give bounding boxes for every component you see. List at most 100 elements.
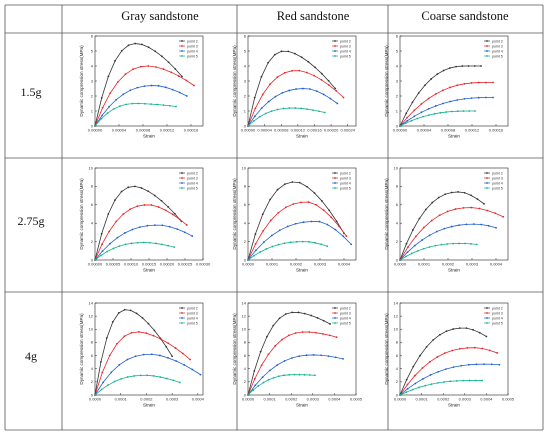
legend-entry: point 2 bbox=[340, 306, 351, 310]
y-tick-label: 0 bbox=[91, 392, 94, 397]
data-point bbox=[278, 317, 281, 320]
data-point bbox=[260, 75, 263, 78]
data-point bbox=[449, 380, 452, 383]
x-tick-label: 0.0002 bbox=[290, 262, 303, 267]
data-point bbox=[308, 331, 311, 333]
x-tick-label: 0.0002 bbox=[437, 397, 450, 402]
legend-entry: point 4 bbox=[187, 316, 198, 320]
data-point bbox=[191, 235, 194, 237]
data-point bbox=[138, 226, 141, 229]
data-point bbox=[117, 312, 120, 314]
series-line-point-4 bbox=[399, 97, 494, 127]
data-point bbox=[320, 72, 323, 75]
data-point bbox=[174, 347, 177, 349]
x-tick-label: 0.00000 bbox=[241, 128, 256, 133]
legend-marker bbox=[181, 322, 183, 324]
data-point bbox=[266, 335, 268, 338]
legend-entry: point 2 bbox=[187, 306, 198, 310]
data-point bbox=[262, 381, 265, 384]
data-point bbox=[468, 379, 471, 382]
legend-marker bbox=[181, 55, 183, 57]
data-point bbox=[327, 355, 330, 358]
data-point bbox=[295, 240, 298, 243]
data-point bbox=[467, 363, 470, 366]
legend-marker bbox=[334, 177, 336, 179]
data-point bbox=[276, 364, 279, 366]
data-point bbox=[443, 227, 446, 230]
y-tick-label: 12 bbox=[394, 313, 399, 318]
data-point bbox=[291, 311, 294, 314]
x-tick-label: 0.0000 bbox=[242, 397, 255, 402]
x-tick-label: 0.0004 bbox=[192, 397, 205, 402]
data-point bbox=[100, 254, 102, 257]
data-point bbox=[334, 356, 337, 359]
data-point bbox=[327, 84, 330, 86]
data-point bbox=[283, 360, 286, 362]
data-point bbox=[259, 251, 262, 253]
data-point bbox=[465, 223, 468, 226]
data-point bbox=[101, 371, 104, 374]
y-tick-label: 4 bbox=[244, 221, 247, 226]
data-point bbox=[113, 380, 116, 383]
data-point bbox=[185, 224, 188, 226]
data-point bbox=[421, 367, 424, 369]
x-tick-label: 0.00004 bbox=[257, 128, 272, 133]
data-point bbox=[463, 97, 466, 100]
data-point bbox=[148, 241, 151, 244]
data-point bbox=[442, 89, 444, 92]
chart-2.75g-coarse-sandstone: 0 2 4 6 8 10 0.0000 0.0001 0.0002 0.0003 0.0004 Str… bbox=[384, 165, 509, 273]
data-point bbox=[443, 381, 446, 383]
data-point bbox=[424, 208, 427, 211]
data-point bbox=[490, 363, 493, 366]
data-point bbox=[269, 198, 272, 201]
y-tick-label: 12 bbox=[242, 313, 247, 318]
data-point bbox=[162, 104, 165, 107]
data-point bbox=[452, 242, 455, 245]
data-point bbox=[457, 191, 460, 193]
data-point bbox=[106, 112, 109, 115]
y-tick-label: 0 bbox=[244, 123, 247, 128]
legend-marker bbox=[181, 312, 183, 314]
y-tick-label: 10 bbox=[242, 327, 247, 332]
data-point bbox=[136, 86, 139, 89]
data-point bbox=[136, 205, 139, 208]
data-point bbox=[123, 335, 126, 338]
legend-entry: point 4 bbox=[340, 181, 351, 185]
data-point bbox=[335, 89, 338, 92]
x-tick-label: 0.0000 bbox=[89, 397, 102, 402]
x-tick-label: 0.00008 bbox=[441, 128, 456, 133]
data-point bbox=[492, 81, 494, 84]
data-point bbox=[418, 217, 421, 220]
data-point bbox=[167, 356, 169, 359]
x-tick-label: 0.0001 bbox=[266, 262, 279, 267]
data-point bbox=[334, 228, 337, 231]
y-tick-label: 2 bbox=[244, 379, 247, 384]
y-tick-label: 10 bbox=[242, 165, 247, 170]
data-point bbox=[159, 376, 162, 378]
x-axis-label: Strain bbox=[296, 134, 308, 139]
data-point bbox=[294, 107, 297, 109]
y-tick-label: 5 bbox=[244, 48, 247, 53]
data-point bbox=[176, 228, 179, 231]
data-point bbox=[281, 338, 283, 341]
data-point bbox=[440, 243, 443, 246]
data-point bbox=[116, 236, 119, 239]
data-point bbox=[498, 363, 501, 366]
data-point bbox=[171, 355, 174, 358]
y-axis-label: Dynamic compression stress(MPa) bbox=[384, 313, 389, 385]
data-point bbox=[419, 354, 421, 357]
data-point bbox=[438, 333, 441, 336]
legend-entry: point 4 bbox=[340, 49, 351, 53]
data-point bbox=[129, 208, 132, 211]
data-point bbox=[335, 220, 338, 223]
data-point bbox=[413, 244, 416, 247]
legend-entry: point 4 bbox=[492, 49, 503, 53]
data-point bbox=[430, 78, 433, 80]
data-point bbox=[436, 230, 438, 233]
x-tick-label: 0.0005 bbox=[350, 397, 363, 402]
legend-entry: point 3 bbox=[492, 176, 503, 180]
data-point bbox=[430, 383, 433, 385]
legend-marker bbox=[334, 182, 336, 184]
legend-marker bbox=[486, 322, 488, 324]
data-point bbox=[452, 328, 455, 330]
